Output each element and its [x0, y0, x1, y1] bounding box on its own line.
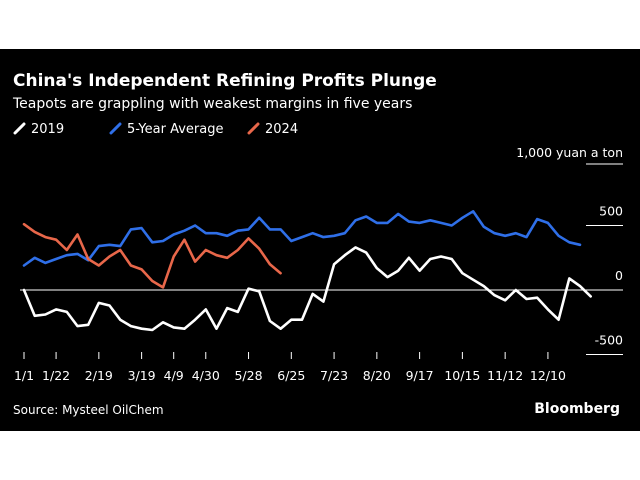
- x-tick-label-7-23: 7/23: [320, 368, 348, 383]
- unit-label: 1,000 yuan a ton: [516, 145, 623, 160]
- source-note: Source: Mysteel OilChem: [13, 403, 164, 417]
- y-tick-lines: [586, 163, 623, 355]
- x-tick-label-6-25: 6/25: [277, 368, 305, 383]
- legend-swatch-2019: [13, 122, 26, 135]
- y-tick-labels: 500 0 -500: [595, 204, 623, 348]
- series-lines: [22, 210, 593, 332]
- x-tick-label-12-10: 12/10: [530, 368, 566, 383]
- x-tick-label-1-22: 1/22: [42, 368, 70, 383]
- line-chart: China's Independent Refining Profits Plu…: [12, 71, 623, 417]
- bloomberg-logo: Bloomberg: [534, 401, 620, 417]
- y-tick-label-500: -500: [595, 333, 623, 348]
- x-tick-label-3-19: 3/19: [128, 368, 156, 383]
- series-line-5-year-average: [22, 210, 582, 267]
- x-tick-marks: [23, 352, 549, 359]
- y-tick-label-0: 0: [615, 268, 623, 283]
- x-tick-label-9-17: 9/17: [406, 368, 434, 383]
- x-tick-label-10-15: 10/15: [444, 368, 480, 383]
- y-tick-label-500: 500: [599, 204, 623, 219]
- x-tick-label-5-28: 5/28: [234, 368, 262, 383]
- legend-label-2019: 2019: [31, 122, 64, 137]
- chart-subtitle: Teapots are grappling with weakest margi…: [12, 96, 412, 112]
- chart-panel: China's Independent Refining Profits Plu…: [0, 49, 640, 431]
- series-line-2019: [22, 246, 593, 332]
- chart-title: China's Independent Refining Profits Plu…: [13, 71, 437, 91]
- x-tick-label-1-1: 1/1: [14, 368, 34, 383]
- x-tick-labels: 1/1 1/22 2/19 3/19 4/9 4/30 5/28 6/25 7/23 8/20 9/…: [14, 368, 566, 383]
- x-tick-label-8-20: 8/20: [363, 368, 391, 383]
- legend-swatch-2024: [247, 122, 260, 135]
- x-tick-label-4-9: 4/9: [164, 368, 184, 383]
- x-tick-label-4-30: 4/30: [192, 368, 220, 383]
- x-tick-label-2-19: 2/19: [85, 368, 113, 383]
- x-tick-label-11-12: 11/12: [487, 368, 523, 383]
- legend-label-5-year-average: 5-Year Average: [127, 122, 223, 137]
- legend: 2019 5-Year Average 2024: [13, 122, 298, 137]
- series-line-2024: [22, 222, 282, 289]
- legend-swatch-5-year-average: [109, 122, 122, 135]
- legend-label-2024: 2024: [265, 122, 298, 137]
